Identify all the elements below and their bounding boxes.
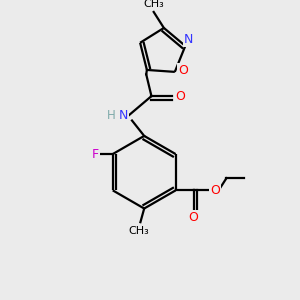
Text: F: F	[92, 148, 99, 160]
Text: O: O	[189, 211, 199, 224]
Text: CH₃: CH₃	[143, 0, 164, 9]
Text: O: O	[178, 64, 188, 77]
Text: N: N	[184, 33, 194, 46]
Text: N: N	[118, 110, 128, 122]
Text: H: H	[106, 110, 115, 122]
Text: O: O	[176, 90, 185, 103]
Text: O: O	[211, 184, 220, 197]
Text: CH₃: CH₃	[129, 226, 149, 236]
